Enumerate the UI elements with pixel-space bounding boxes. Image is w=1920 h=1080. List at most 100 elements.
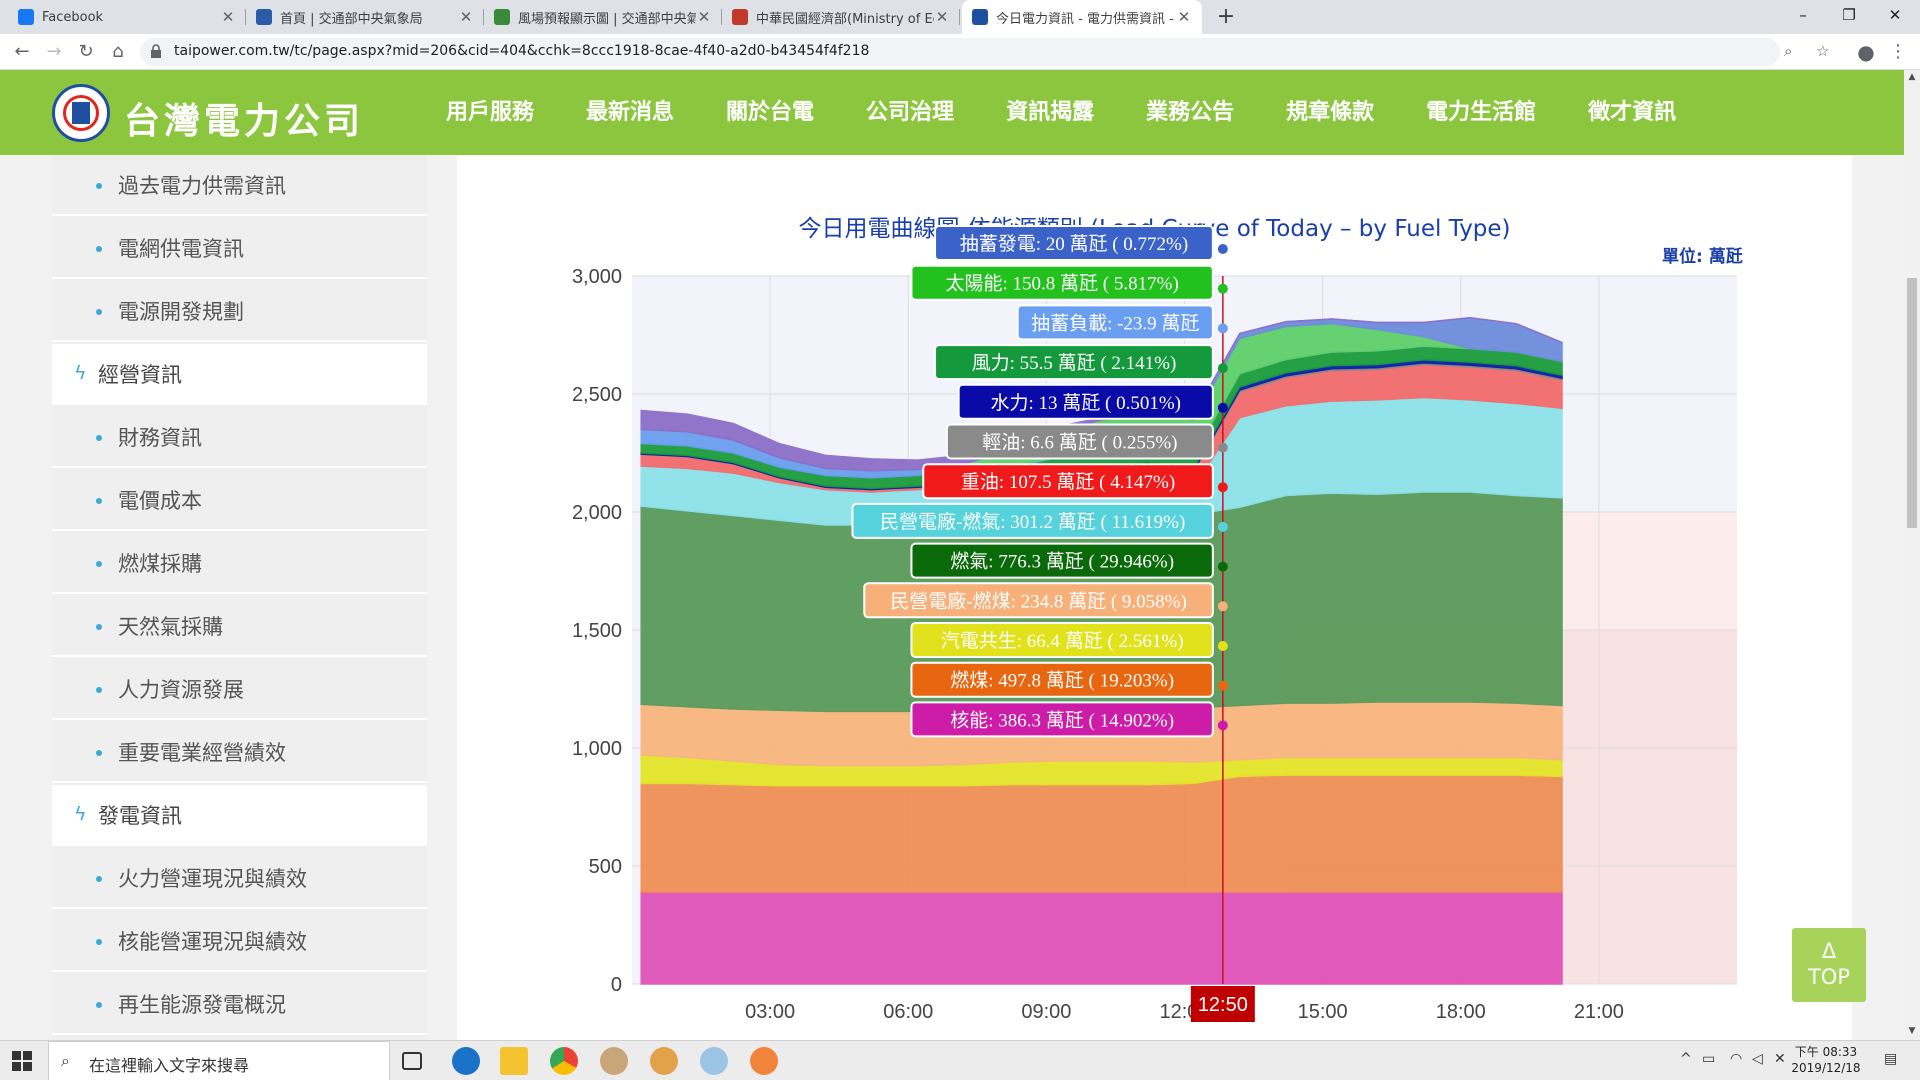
maximize-button[interactable]: ❐ (1842, 6, 1856, 24)
area-series (640, 891, 1563, 985)
sidebar-label: 天然氣採購 (118, 614, 223, 639)
wifi-icon[interactable]: ◠ (1730, 1051, 1743, 1067)
nav-item[interactable]: 業務公告 (1146, 100, 1235, 125)
profile-icon[interactable]: ● (1857, 40, 1875, 64)
cwb-icon (256, 9, 272, 25)
tooltip-box (910, 264, 1214, 301)
close-tab-icon[interactable]: ✕ (1177, 8, 1191, 26)
sidebar-item[interactable]: 天然氣採購 (52, 596, 427, 657)
minimize-button[interactable]: – (1799, 6, 1807, 24)
sidebar-item[interactable]: 燃煤採購 (52, 533, 427, 594)
chrome-icon[interactable] (550, 1047, 578, 1075)
tooltip-marker (1217, 363, 1228, 374)
network-icon[interactable]: ✕ (1774, 1051, 1786, 1067)
reload-button[interactable]: ↻ (78, 41, 94, 62)
sidebar-item[interactable]: 人力資源發展 (52, 659, 427, 720)
home-button[interactable]: ⌂ (112, 41, 124, 62)
close-tab-icon[interactable]: ✕ (459, 8, 473, 26)
sidebar-item[interactable]: 火力營運現況與績效 (52, 848, 427, 909)
tooltip-label: 民營電廠-燃煤: 234.8 萬瓩 ( 9.058%) (890, 589, 1187, 612)
logo-text[interactable]: 台灣電力公司 (124, 100, 365, 142)
nav-item[interactable]: 徵才資訊 (1588, 100, 1677, 125)
nav-item[interactable]: 資訊揭露 (1006, 100, 1095, 125)
tooltip-box (934, 344, 1214, 381)
sidebar-item[interactable]: 財務資訊 (52, 407, 427, 468)
battery-icon[interactable]: ▭ (1702, 1051, 1716, 1067)
sidebar-item[interactable]: 電價成本 (52, 470, 427, 531)
browser-tab[interactable]: 中華民國經濟部(Ministry of Econ✕ (722, 0, 960, 34)
bullet-icon (96, 309, 102, 315)
browser-tab[interactable]: 風場預報顯示圖 | 交通部中央氣象 ✕ (484, 0, 722, 34)
browser-tab[interactable]: 首頁 | 交通部中央氣象局 ✕ (246, 0, 484, 34)
bullet-icon (96, 750, 102, 756)
sidebar-item[interactable]: 核能營運現況與績效 (52, 911, 427, 972)
app-icon-2[interactable] (650, 1047, 678, 1075)
nav-item[interactable]: 最新消息 (586, 100, 675, 125)
nav-item[interactable]: 公司治理 (866, 100, 955, 125)
tab-title: 今日電力資訊 - 電力供需資訊 - 台 (996, 11, 1176, 27)
tray-chevron-icon[interactable]: ^ (1680, 1051, 1692, 1067)
sidebar-section-header[interactable]: ϟ 經營資訊 (52, 344, 427, 405)
tooltip-box (910, 542, 1214, 579)
close-tab-icon[interactable]: ✕ (697, 8, 711, 26)
browser-tab[interactable]: Facebook ✕ (8, 0, 246, 34)
taskbar-search-placeholder[interactable]: 在這裡輸入文字來搜尋 (89, 1056, 250, 1075)
notification-icon[interactable]: ▤ (1884, 1051, 1898, 1067)
taipower-logo-icon[interactable] (52, 84, 110, 142)
back-to-top-button[interactable]: Δ TOP (1792, 928, 1866, 1002)
tooltip-marker (1217, 482, 1228, 493)
zoom-icon[interactable]: ⌕ (1784, 42, 1793, 60)
app-icon-1[interactable] (600, 1047, 628, 1075)
back-button[interactable]: ← (14, 41, 30, 62)
bullet-icon (96, 435, 102, 441)
nav-item[interactable]: 電力生活館 (1426, 100, 1537, 125)
edge-icon[interactable] (452, 1047, 480, 1075)
tooltip-marker (1217, 720, 1228, 731)
bookmark-star-icon[interactable]: ☆ (1816, 42, 1830, 60)
main-nav: 用戶服務 最新消息 關於台電 公司治理 資訊揭露 業務公告 規章條款 電力生活館 徵才資訊 (420, 70, 1702, 155)
file-explorer-icon[interactable] (500, 1047, 528, 1075)
nav-item[interactable]: 關於台電 (726, 100, 815, 125)
taipower-icon (972, 9, 988, 25)
omnibox[interactable]: taipower.com.tw/tc/page.aspx?mid=206&cid… (140, 38, 1829, 66)
app-icon-3[interactable] (700, 1047, 728, 1075)
scroll-down-arrow-icon[interactable]: ▼ (1908, 1026, 1916, 1036)
close-tab-icon[interactable]: ✕ (221, 8, 235, 26)
menu-icon[interactable]: ⋮ (1889, 41, 1907, 62)
load-curve-chart[interactable]: 0 500 1,000 1,500 2,000 2,500 3,000 03:00 06:00 0… (457, 155, 1852, 1040)
forward-button[interactable]: → (46, 41, 62, 62)
sidebar-item[interactable]: 電源開發規劃 (52, 281, 427, 342)
url-text[interactable]: taipower.com.tw/tc/page.aspx?mid=206&cid… (174, 43, 870, 59)
bullet-icon (96, 624, 102, 630)
taskbar-search[interactable]: ⌕ 在這裡輸入文字來搜尋 (48, 1041, 390, 1080)
tooltip-label: 燃煤: 497.8 萬瓩 ( 19.203%) (950, 670, 1174, 692)
scroll-up-arrow-icon[interactable]: ▲ (1908, 72, 1916, 82)
tooltip-box (910, 622, 1214, 658)
unit-label: 單位: 萬瓩 (1662, 247, 1743, 267)
sidebar-item[interactable]: 重要電業經營績效 (52, 722, 427, 783)
close-window-button[interactable]: ✕ (1888, 6, 1902, 24)
volume-icon[interactable]: ◁ (1752, 1051, 1763, 1067)
close-tab-icon[interactable]: ✕ (935, 8, 949, 26)
nav-item[interactable]: 規章條款 (1286, 100, 1375, 125)
tooltip-box (945, 423, 1214, 460)
windows-start-icon[interactable] (12, 1051, 32, 1071)
taskbar-clock[interactable]: 下午 08:33 2019/12/18 (1784, 1044, 1868, 1076)
site-header: 台灣電力公司 用戶服務 最新消息 關於台電 公司治理 資訊揭露 業務公告 規章條款 電力生活館… (0, 70, 1904, 171)
sidebar-item[interactable]: 過去電力供需資訊 (52, 155, 427, 216)
sidebar-item[interactable]: 電網供電資訊 (52, 218, 427, 279)
clock-date: 2019/12/18 (1791, 1061, 1861, 1075)
sidebar-item[interactable]: 再生能源發電概況 (52, 974, 427, 1035)
new-tab-button[interactable]: + (1216, 4, 1236, 29)
tooltip-marker (1217, 521, 1228, 532)
sidebar-label: 人力資源發展 (118, 677, 244, 702)
tab-title: Facebook (42, 9, 104, 25)
browser-tab[interactable]: 今日電力資訊 - 電力供需資訊 - 台 ✕ (962, 0, 1202, 34)
vertical-scrollbar[interactable]: ▲ ▼ (1904, 70, 1920, 1040)
tooltip-box (922, 463, 1214, 500)
nav-item[interactable]: 用戶服務 (446, 100, 535, 125)
scrollbar-thumb[interactable] (1907, 278, 1917, 528)
task-view-icon[interactable] (402, 1052, 422, 1070)
sidebar-section-header[interactable]: ϟ 發電資訊 (52, 785, 427, 846)
blender-icon[interactable] (750, 1047, 778, 1075)
